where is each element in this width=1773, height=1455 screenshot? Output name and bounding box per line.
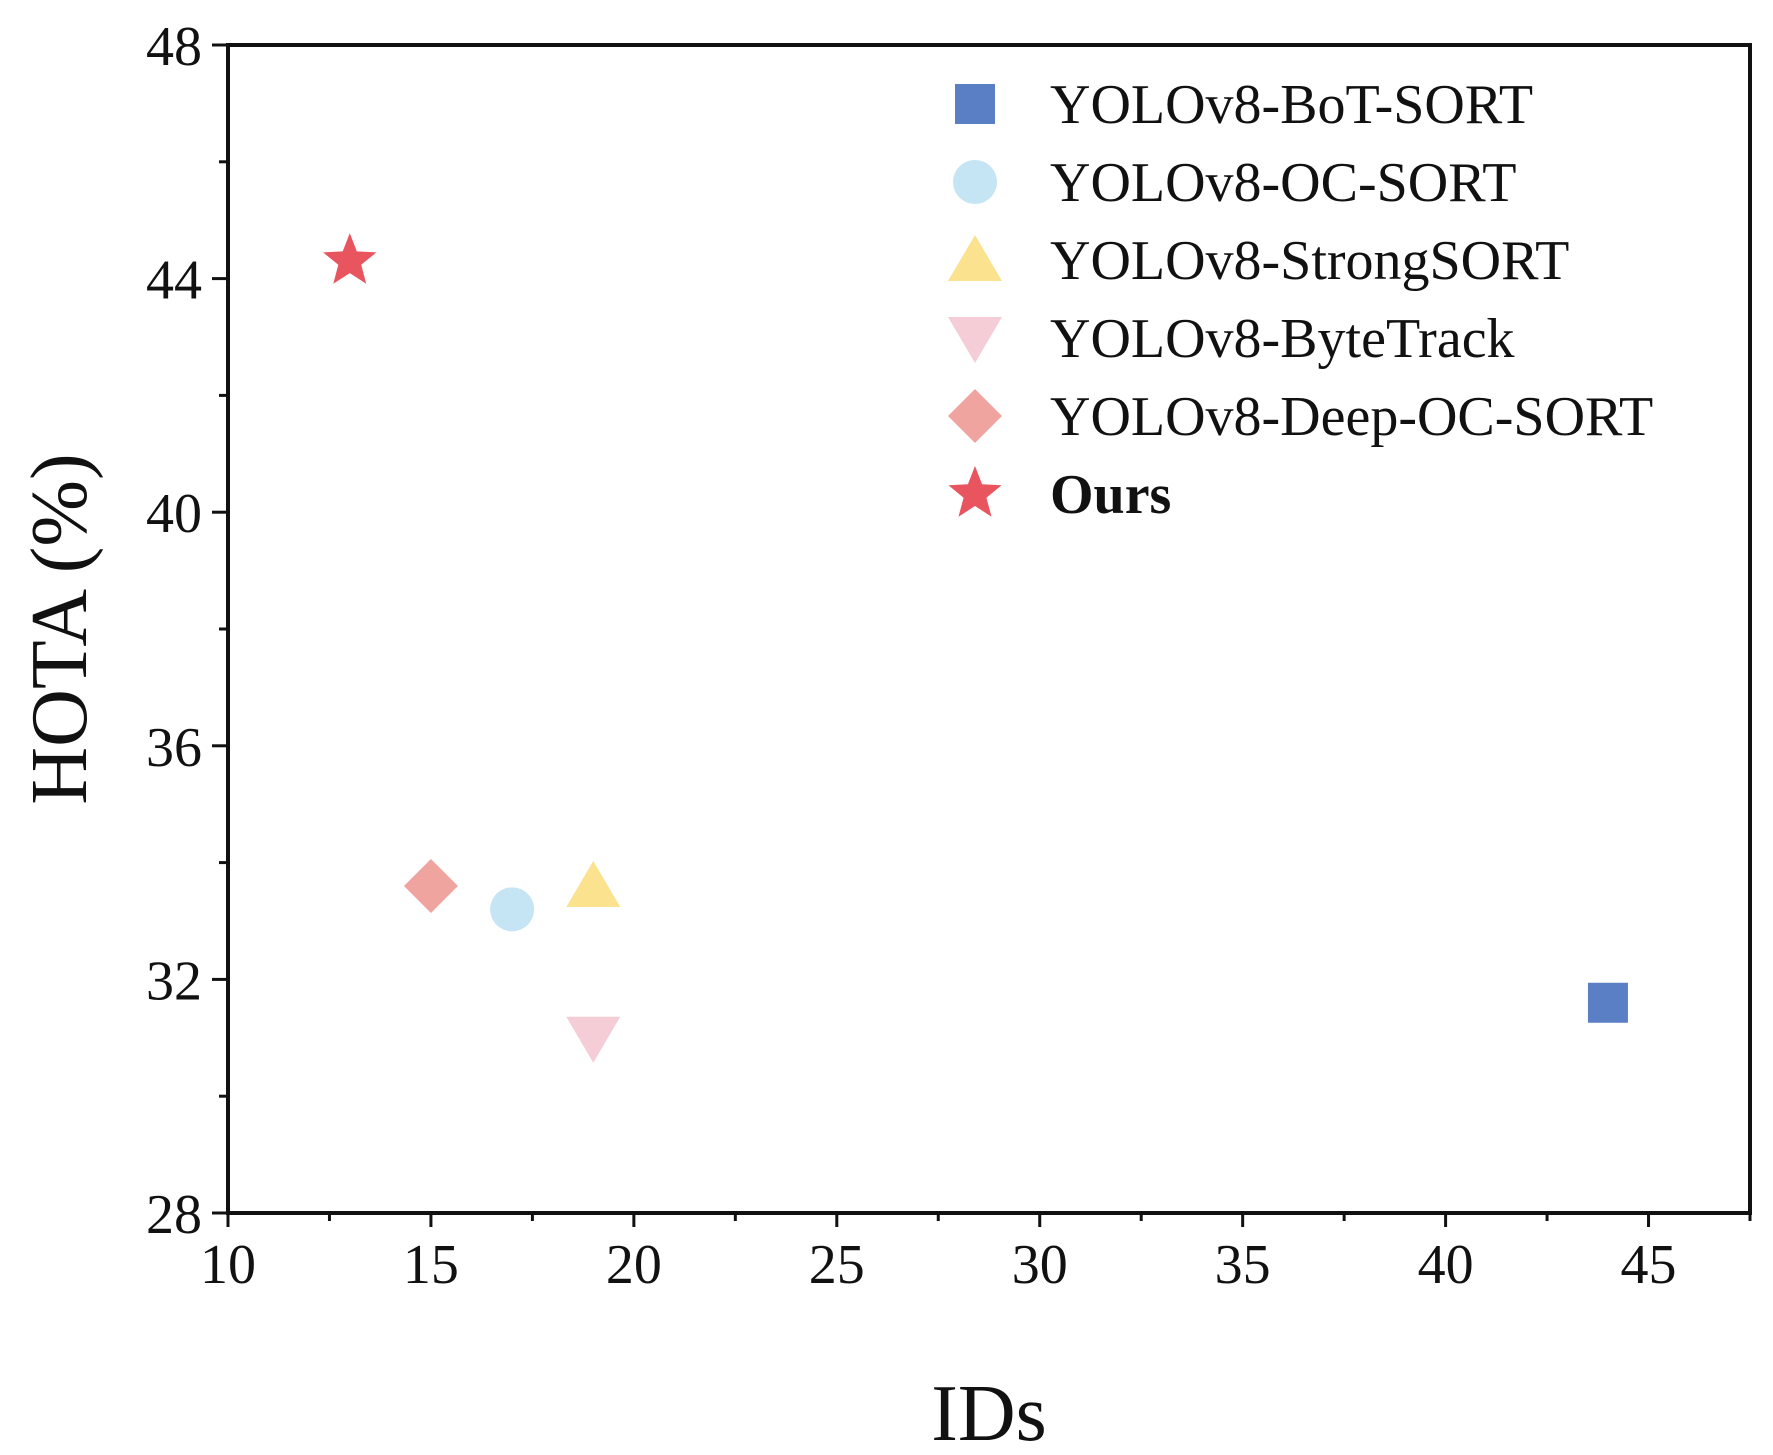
x-tick-label: 30 xyxy=(1012,1234,1068,1296)
legend-label: YOLOv8-ByteTrack xyxy=(1050,308,1515,370)
y-axis-title: HOTA (%) xyxy=(16,453,104,804)
y-tick-label: 36 xyxy=(146,717,202,779)
data-point-square xyxy=(1587,982,1628,1023)
y-tick-label: 28 xyxy=(146,1184,202,1246)
x-tick-label: 45 xyxy=(1621,1234,1677,1296)
x-tick-label: 25 xyxy=(809,1234,865,1296)
y-tick-label: 40 xyxy=(146,483,202,545)
legend: YOLOv8-BoT-SORT YOLOv8-OC-SORT YOLOv8-Stro… xyxy=(948,74,1653,526)
legend-label: YOLOv8-OC-SORT xyxy=(1050,152,1516,214)
x-axis-title: IDs xyxy=(931,1370,1047,1455)
x-tick-label: 35 xyxy=(1215,1234,1271,1296)
y-tick-label: 48 xyxy=(146,16,202,78)
legend-label: YOLOv8-BoT-SORT xyxy=(1050,74,1533,136)
x-tick-label: 15 xyxy=(403,1234,459,1296)
data-point-star xyxy=(323,233,377,284)
legend-marker-square xyxy=(955,84,995,124)
x-tick-label: 10 xyxy=(200,1234,256,1296)
legend-marker-circle xyxy=(953,160,997,204)
y-tick-label: 44 xyxy=(146,250,202,312)
legend-marker-triangle-up xyxy=(948,235,1002,281)
legend-label: YOLOv8-StrongSORT xyxy=(1050,230,1569,292)
legend-label: Ours xyxy=(1050,464,1171,526)
x-axis-ticks: 10 15 20 25 30 35 40 45 xyxy=(200,1213,1752,1296)
data-point-diamond xyxy=(403,858,458,913)
data-point-triangle-up xyxy=(566,860,621,907)
legend-marker-star xyxy=(948,466,1002,517)
x-tick-label: 40 xyxy=(1418,1234,1474,1296)
y-axis-ticks: 28 32 36 40 44 48 xyxy=(146,16,228,1246)
y-tick-label: 32 xyxy=(146,950,202,1012)
data-points xyxy=(323,233,1628,1063)
data-point-triangle-down xyxy=(566,1016,621,1063)
legend-marker-diamond xyxy=(948,389,1002,443)
legend-marker-triangle-down xyxy=(948,317,1002,363)
data-point-circle xyxy=(490,887,535,932)
plot-frame xyxy=(226,43,1752,1215)
legend-label: YOLOv8-Deep-OC-SORT xyxy=(1050,386,1653,448)
x-tick-label: 20 xyxy=(606,1234,662,1296)
